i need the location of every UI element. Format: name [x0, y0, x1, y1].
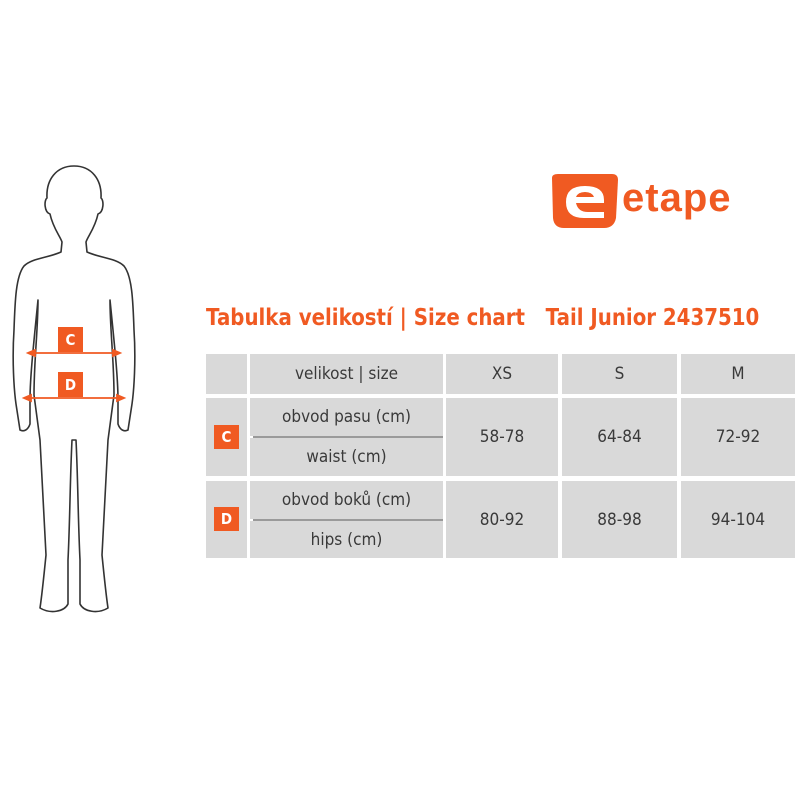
marker-c: C: [214, 425, 239, 449]
page-title: Tabulka velikostí | Size chart Tail Juni…: [206, 305, 760, 331]
marker-d-figure: D: [58, 372, 83, 397]
label-divider: [253, 519, 443, 521]
value-xs: 58-78: [446, 398, 558, 476]
marker-c-figure: C: [58, 327, 83, 352]
etape-logo-icon: [552, 174, 618, 228]
value-s: 64-84: [562, 398, 677, 476]
brand-name: etape: [622, 176, 732, 220]
size-header-s: S: [562, 354, 677, 394]
label-en: waist (cm): [250, 438, 443, 476]
label-cz: obvod pasu (cm): [250, 398, 443, 436]
marker-d: D: [214, 507, 239, 531]
value-m: 94-104: [681, 481, 795, 558]
size-header-m: M: [681, 354, 795, 394]
label-en: hips (cm): [250, 521, 443, 558]
label-cz: obvod boků (cm): [250, 481, 443, 519]
size-header-xs: XS: [446, 354, 558, 394]
corner-cell: [206, 354, 247, 394]
value-xs: 80-92: [446, 481, 558, 558]
value-s: 88-98: [562, 481, 677, 558]
value-m: 72-92: [681, 398, 795, 476]
label-divider: [253, 436, 443, 438]
child-body-outline: [12, 165, 136, 613]
header-label: velikost | size: [250, 354, 443, 394]
